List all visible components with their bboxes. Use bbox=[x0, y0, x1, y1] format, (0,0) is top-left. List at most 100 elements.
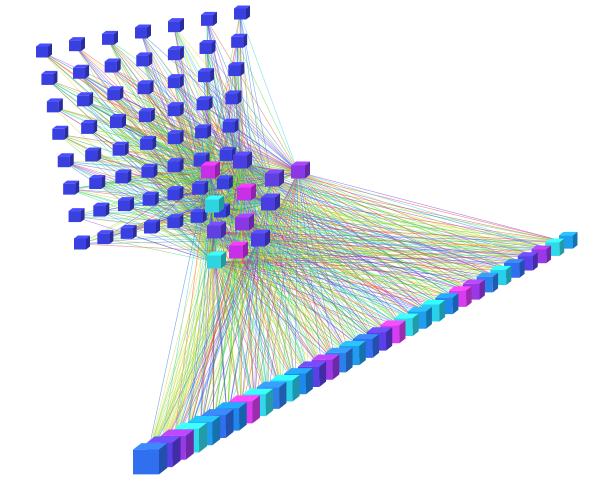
connection-line bbox=[257, 239, 269, 399]
connection-line bbox=[103, 238, 215, 263]
hidden-node bbox=[207, 251, 226, 269]
connection-line bbox=[213, 261, 431, 314]
connection-line bbox=[243, 193, 391, 335]
connection-line bbox=[82, 100, 215, 263]
connection-line bbox=[235, 251, 539, 257]
input-node bbox=[107, 86, 124, 101]
connection-line bbox=[123, 205, 215, 263]
connection-line bbox=[236, 42, 299, 173]
connection-line bbox=[213, 239, 259, 427]
connection-line bbox=[235, 251, 377, 342]
connection-line bbox=[257, 239, 539, 257]
hidden-node bbox=[233, 151, 252, 169]
input-node bbox=[73, 64, 90, 79]
connection-line bbox=[213, 261, 472, 292]
input-node bbox=[228, 62, 245, 77]
connection-line bbox=[231, 98, 273, 181]
connection-line bbox=[235, 251, 458, 300]
connection-line bbox=[213, 261, 485, 285]
connection-line bbox=[241, 223, 539, 257]
connection-line bbox=[213, 261, 296, 385]
input-node bbox=[97, 230, 114, 245]
input-node bbox=[196, 96, 213, 111]
connection-line bbox=[172, 261, 215, 448]
connection-line bbox=[213, 261, 228, 420]
input-node bbox=[112, 141, 129, 156]
input-node bbox=[110, 113, 126, 128]
input-node bbox=[52, 125, 69, 140]
connection-line bbox=[297, 171, 309, 377]
connection-line bbox=[257, 239, 336, 363]
output-layer-row bbox=[133, 231, 578, 475]
input-node bbox=[136, 52, 153, 67]
connection-line bbox=[213, 261, 458, 300]
input-node bbox=[225, 90, 242, 105]
input-node bbox=[190, 208, 207, 223]
input-node bbox=[138, 108, 155, 123]
connection-line bbox=[257, 239, 431, 314]
input-node bbox=[167, 74, 184, 89]
connection-line bbox=[172, 239, 259, 448]
input-node bbox=[144, 219, 160, 234]
connection-line bbox=[257, 239, 364, 349]
input-node bbox=[68, 208, 85, 223]
connection-line bbox=[241, 223, 296, 384]
connection-line bbox=[149, 227, 237, 253]
connection-line bbox=[239, 161, 377, 342]
connection-line bbox=[243, 193, 567, 243]
connection-line bbox=[213, 261, 445, 307]
input-node bbox=[195, 124, 212, 139]
connection-line bbox=[257, 239, 526, 264]
connection-line bbox=[240, 239, 259, 413]
input-node bbox=[115, 169, 132, 184]
connection-line bbox=[140, 32, 269, 205]
input-node bbox=[167, 214, 184, 229]
hidden-node bbox=[251, 229, 270, 247]
input-node bbox=[168, 18, 184, 33]
connection-line bbox=[172, 251, 237, 448]
connection-line bbox=[207, 171, 539, 257]
input-node bbox=[142, 191, 159, 206]
connection-line bbox=[202, 104, 299, 173]
connection-line bbox=[235, 251, 418, 321]
connection-line bbox=[241, 223, 512, 271]
connection-line bbox=[219, 171, 299, 213]
connection-line bbox=[241, 223, 567, 243]
connection-line bbox=[297, 171, 364, 349]
connection-line bbox=[297, 171, 418, 321]
input-node bbox=[102, 30, 118, 45]
input-node bbox=[46, 98, 63, 113]
connection-line bbox=[173, 54, 299, 173]
connection-line bbox=[235, 251, 499, 278]
connection-line bbox=[235, 251, 472, 292]
connection-line bbox=[145, 251, 237, 463]
connection-line bbox=[186, 261, 215, 441]
connection-line bbox=[257, 239, 309, 377]
input-node bbox=[219, 146, 236, 161]
connection-line bbox=[257, 239, 296, 384]
connection-line bbox=[235, 251, 431, 314]
input-node bbox=[140, 135, 157, 150]
input-node bbox=[77, 92, 94, 107]
connection-line bbox=[239, 13, 299, 173]
input-node bbox=[120, 224, 137, 239]
connection-line bbox=[257, 239, 377, 342]
connection-line bbox=[121, 171, 209, 179]
input-node bbox=[93, 202, 110, 217]
connection-line bbox=[213, 261, 512, 271]
connection-line bbox=[213, 261, 499, 278]
connection-line bbox=[199, 251, 237, 434]
connection-line bbox=[213, 261, 323, 370]
connection-line bbox=[199, 261, 215, 434]
input-node bbox=[167, 130, 184, 145]
connection-line bbox=[144, 116, 299, 173]
input-node bbox=[216, 175, 233, 190]
input-node bbox=[192, 180, 209, 195]
input-node bbox=[63, 180, 80, 195]
connection-line bbox=[257, 239, 391, 335]
input-node bbox=[74, 235, 90, 250]
connection-line bbox=[267, 203, 526, 264]
connection-line bbox=[173, 54, 273, 181]
connection-line bbox=[257, 239, 445, 307]
input-node bbox=[57, 153, 74, 168]
